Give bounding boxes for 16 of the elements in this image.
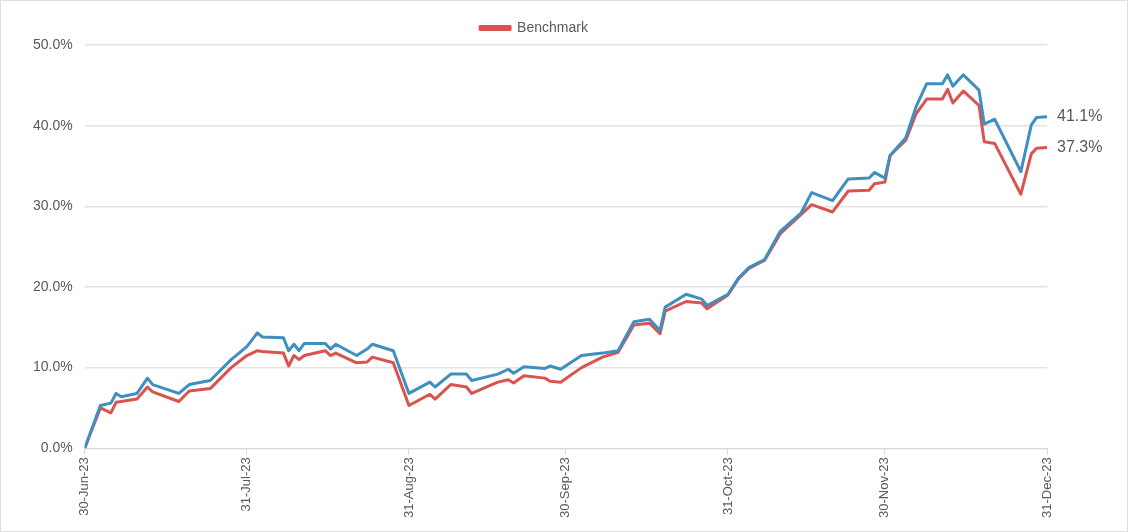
x-tick-label: 30-Sep-23 <box>557 457 573 519</box>
x-tick-label: 31-Dec-23 <box>1038 457 1054 518</box>
x-tick-label: 31-Oct-23 <box>719 457 735 516</box>
y-tick-label: 50.0% <box>32 35 73 52</box>
y-tick-label: 20.0% <box>32 277 73 294</box>
y-tick-label: 10.0% <box>32 358 73 375</box>
x-tick-label: 31-Aug-23 <box>400 457 416 519</box>
x-tick-label: 30-Nov-23 <box>876 457 892 518</box>
legend-label: Benchmark <box>517 18 589 35</box>
y-tick-label: 30.0% <box>32 197 73 214</box>
y-tick-label: 0.0% <box>40 439 73 456</box>
x-tick-label: 31-Jul-23 <box>238 457 254 512</box>
x-tick-label: 30-Jun-23 <box>76 457 92 516</box>
data-label: 37.3% <box>1057 137 1103 155</box>
data-label: 41.1% <box>1057 107 1103 125</box>
y-tick-label: 40.0% <box>32 116 73 133</box>
